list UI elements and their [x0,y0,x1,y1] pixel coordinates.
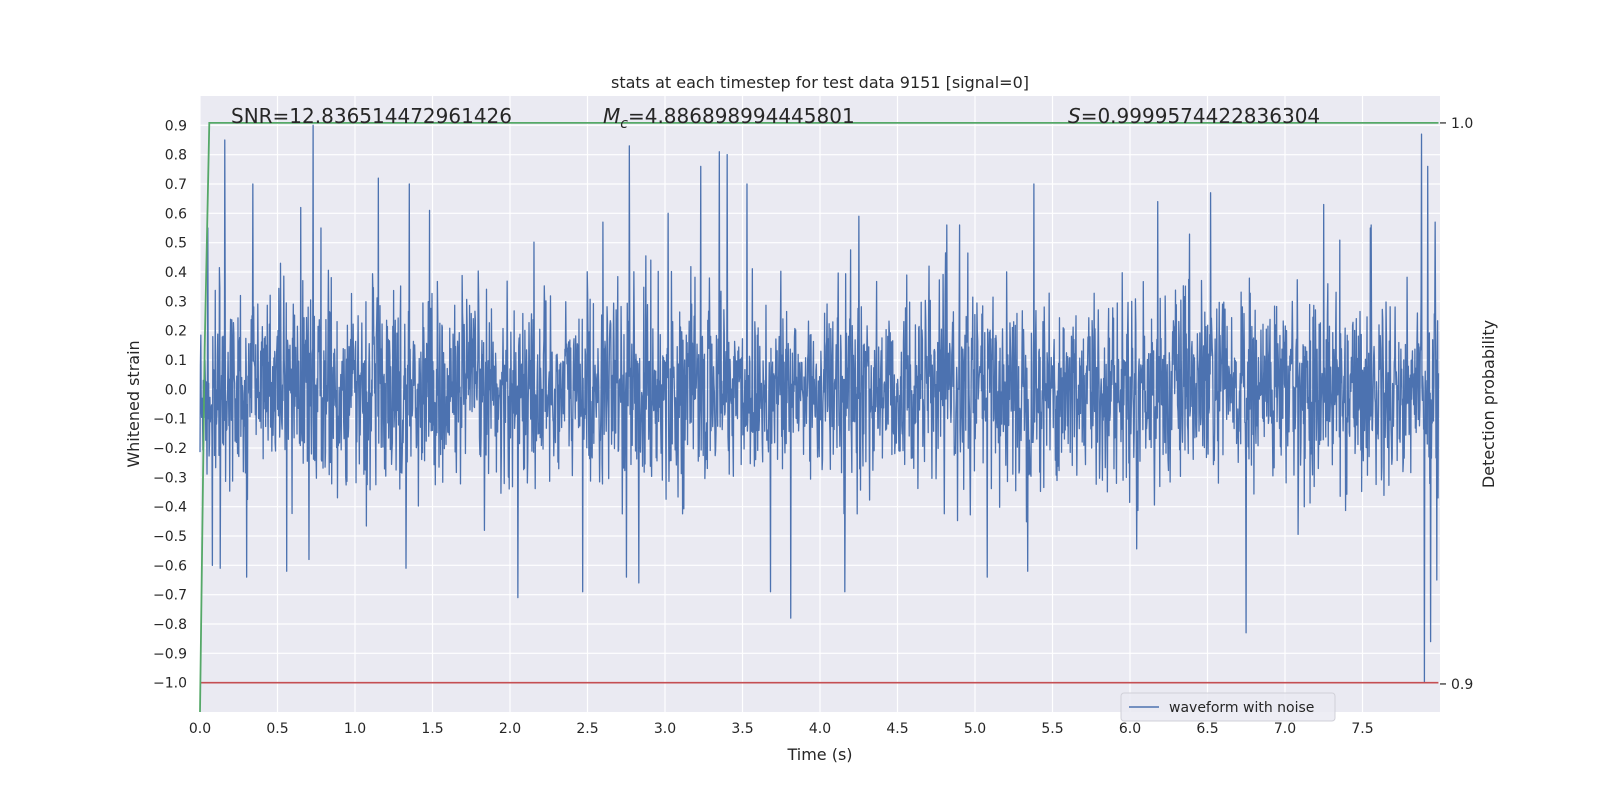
x-tick-label: 1.0 [344,721,366,737]
chart-title: stats at each timestep for test data 915… [611,73,1029,92]
y2-tick-label: 1.0 [1451,116,1473,132]
chirp-mass-annotation: Mc=4.886898994445801 [603,104,855,132]
y-tick-label: 0.0 [165,382,187,398]
snr-annotation: SNR=12.836514472961426 [231,104,512,128]
y-tick-label: 0.8 [165,148,187,164]
legend-box [1120,692,1336,722]
x-tick-label: 6.5 [1196,721,1218,737]
y-tick-label: 0.9 [165,118,187,134]
y-tick-label: 0.2 [165,324,187,340]
x-tick-label: 5.5 [1041,721,1063,737]
x-tick-label: 0.0 [189,721,211,737]
y-axis-label: Whitened strain [124,340,143,467]
y-tick-labels: 0.9 0.8 0.7 0.6 0.5 0.4 0.3 0.2 0.1 0.0 −0.1 −0.2 −0… [153,118,187,691]
y-tick-label: −0.3 [153,470,187,486]
y-tick-label: −0.8 [153,617,187,633]
y-tick-label: 0.7 [165,177,187,193]
x-tick-label: 2.0 [499,721,521,737]
y-tick-label: 0.3 [165,294,187,310]
y-tick-label: 0.4 [165,265,187,281]
mc-subscript: c [620,116,628,132]
y2-axis-label: Detection probability [1479,320,1498,488]
x-tick-label: 7.5 [1351,721,1373,737]
s-value: =0.9999574422836304 [1081,104,1320,128]
s-annotation: S=0.9999574422836304 [1068,104,1320,128]
x-tick-label: 4.0 [809,721,831,737]
x-tick-labels: 0.0 0.5 1.0 1.5 2.0 2.5 3.0 3.5 4.0 4.5 5.0 5.5 6.0 6… [189,721,1374,737]
x-axis-label: Time (s) [786,745,852,764]
y-tick-label: 0.5 [165,236,187,252]
x-tick-label: 5.0 [964,721,986,737]
y2-tick-label: 0.9 [1451,677,1473,693]
x-tick-label: 0.5 [266,721,288,737]
y-tick-label: −0.5 [153,529,187,545]
s-symbol: S [1068,104,1081,128]
x-tick-label: 1.5 [421,721,443,737]
y-tick-label: −1.0 [153,676,187,692]
y-tick-label: 0.1 [165,353,187,369]
mc-symbol: M [603,104,620,128]
detection-probability-line [199,122,1439,713]
x-tick-label: 7.0 [1274,721,1296,737]
y-tick-label: 0.6 [165,206,187,222]
x-tick-label: 6.0 [1119,721,1141,737]
mc-value: =4.886898994445801 [628,104,855,128]
x-tick-label: 3.0 [654,721,676,737]
y-tick-label: −0.4 [153,500,187,516]
y2-tick-labels: 1.0 0.9 [1440,116,1473,693]
waveform-line [199,124,1440,684]
legend-entry: waveform with noise [1169,700,1314,716]
y-tick-label: −0.9 [153,646,187,662]
x-tick-label: 4.5 [886,721,908,737]
y-tick-label: −0.6 [153,558,187,574]
y-tick-label: −0.2 [153,441,187,457]
legend: waveform with noise [1120,692,1336,722]
x-tick-label: 2.5 [576,721,598,737]
y-tick-label: −0.7 [153,588,187,604]
y-tick-label: −0.1 [153,412,187,428]
x-tick-label: 3.5 [731,721,753,737]
